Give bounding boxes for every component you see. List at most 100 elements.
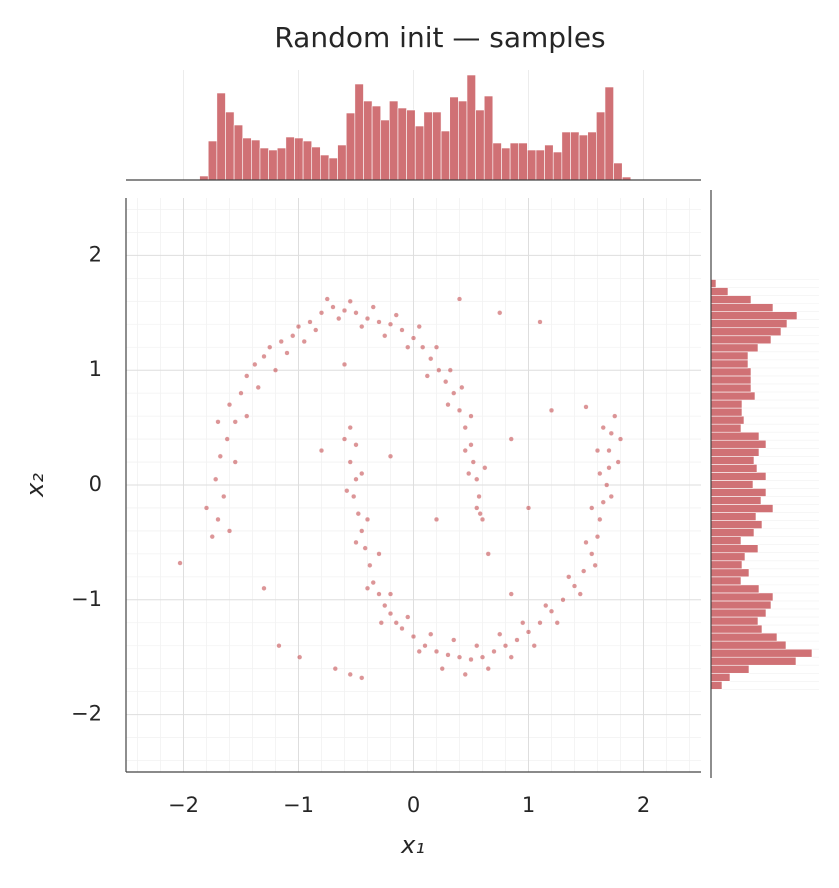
top-hist-bar bbox=[414, 125, 425, 181]
top-hist-bar bbox=[242, 137, 252, 181]
scatter-point bbox=[433, 648, 440, 655]
scatter-point bbox=[364, 315, 371, 322]
scatter-point bbox=[364, 585, 371, 591]
scatter-point bbox=[347, 671, 353, 678]
top-hist-bar bbox=[613, 162, 623, 181]
y-tick-label: −2 bbox=[71, 702, 102, 726]
scatter-point bbox=[604, 482, 610, 488]
top-hist-bar bbox=[328, 157, 338, 181]
right-hist-bar bbox=[710, 455, 755, 465]
scatter-point bbox=[359, 528, 365, 534]
scatter-point bbox=[362, 545, 368, 551]
top-hist-bar bbox=[302, 140, 313, 181]
scatter-point bbox=[344, 488, 350, 494]
scatter-point bbox=[466, 470, 472, 477]
scatter-point bbox=[560, 597, 566, 603]
scatter-point bbox=[382, 602, 388, 609]
top-hist-bar bbox=[276, 147, 287, 181]
scatter-point bbox=[416, 648, 422, 655]
scatter-point bbox=[597, 470, 603, 477]
scatter-point bbox=[470, 459, 476, 465]
scatter-point bbox=[456, 654, 463, 660]
scatter-point bbox=[428, 356, 434, 362]
scatter-point bbox=[318, 447, 325, 454]
scatter-point bbox=[608, 493, 614, 500]
scatter-point bbox=[382, 333, 388, 339]
scatter-point bbox=[589, 551, 595, 557]
top-hist-bar bbox=[561, 131, 571, 181]
scatter-point bbox=[583, 404, 589, 410]
top-hist-bar bbox=[216, 92, 226, 181]
top-hist-bar bbox=[466, 74, 476, 181]
right-hist-bar bbox=[710, 648, 813, 658]
scatter-point bbox=[482, 465, 488, 471]
scatter-point bbox=[433, 516, 440, 523]
right-hist-bar bbox=[710, 632, 778, 642]
scatter-point bbox=[445, 402, 451, 408]
scatter-point bbox=[341, 436, 348, 442]
scatter-point bbox=[468, 656, 474, 663]
right-hist-bar bbox=[710, 383, 752, 393]
scatter-point bbox=[261, 585, 267, 591]
right-hist-bar bbox=[710, 560, 743, 570]
scatter-point bbox=[336, 315, 342, 322]
scatter-point bbox=[474, 505, 480, 511]
scatter-point bbox=[525, 629, 532, 635]
right-hist-bar bbox=[710, 681, 723, 690]
scatter-point bbox=[215, 516, 221, 523]
scatter-point bbox=[330, 304, 336, 310]
scatter-point bbox=[548, 407, 555, 413]
scatter-point bbox=[252, 361, 258, 368]
top-hist-bar bbox=[251, 139, 261, 181]
right-hist-bar bbox=[710, 423, 742, 433]
scatter-point bbox=[502, 643, 509, 649]
scatter-point bbox=[608, 430, 614, 436]
x-tick-label: −2 bbox=[168, 793, 199, 817]
scatter-point bbox=[548, 608, 555, 614]
scatter-point bbox=[359, 675, 365, 681]
right-hist-bar bbox=[710, 407, 743, 417]
top-hist-bar bbox=[380, 119, 390, 181]
scatter-point bbox=[433, 344, 440, 350]
scatter-point bbox=[566, 574, 572, 580]
y-tick-label: 2 bbox=[89, 242, 102, 266]
scatter-point bbox=[462, 671, 468, 678]
right-hist-bar bbox=[710, 488, 767, 497]
top-hist-bar bbox=[492, 142, 502, 181]
scatter-point bbox=[351, 493, 357, 500]
right-hist-bar bbox=[710, 600, 772, 610]
scatter-point bbox=[428, 631, 434, 637]
scatter-point bbox=[276, 643, 282, 649]
scatter-point bbox=[244, 373, 250, 379]
scatter-point bbox=[424, 373, 430, 379]
scatter-point bbox=[347, 425, 353, 431]
right-hist-bar bbox=[710, 279, 717, 288]
scatter-point bbox=[474, 643, 480, 649]
scatter-point bbox=[476, 493, 482, 500]
scatter-point bbox=[508, 654, 514, 660]
scatter-point bbox=[405, 614, 411, 620]
scatter-point bbox=[359, 323, 365, 330]
top-hist-bar bbox=[285, 136, 295, 181]
scatter-point bbox=[543, 602, 549, 609]
right-hist-bar bbox=[710, 576, 742, 586]
scatter-point bbox=[364, 516, 371, 523]
top-hist-bar bbox=[371, 105, 382, 181]
scatter-point bbox=[347, 298, 353, 304]
scatter-point bbox=[261, 353, 267, 360]
top-hist-bar bbox=[570, 131, 580, 181]
top-hist-bar bbox=[389, 100, 399, 181]
scatter-point bbox=[592, 562, 598, 568]
scatter-point bbox=[221, 493, 227, 500]
right-hist-bar bbox=[710, 616, 759, 626]
scatter-point bbox=[577, 591, 583, 597]
scatter-point bbox=[410, 335, 417, 341]
right-hist-bar bbox=[710, 335, 772, 345]
scatter-point bbox=[468, 413, 474, 419]
scatter-point bbox=[393, 620, 399, 626]
top-hist-bar bbox=[207, 140, 218, 181]
scatter-point bbox=[508, 436, 514, 442]
right-hist-bar bbox=[710, 624, 763, 634]
top-hist-bar bbox=[233, 124, 244, 181]
scatter-point bbox=[615, 459, 621, 465]
